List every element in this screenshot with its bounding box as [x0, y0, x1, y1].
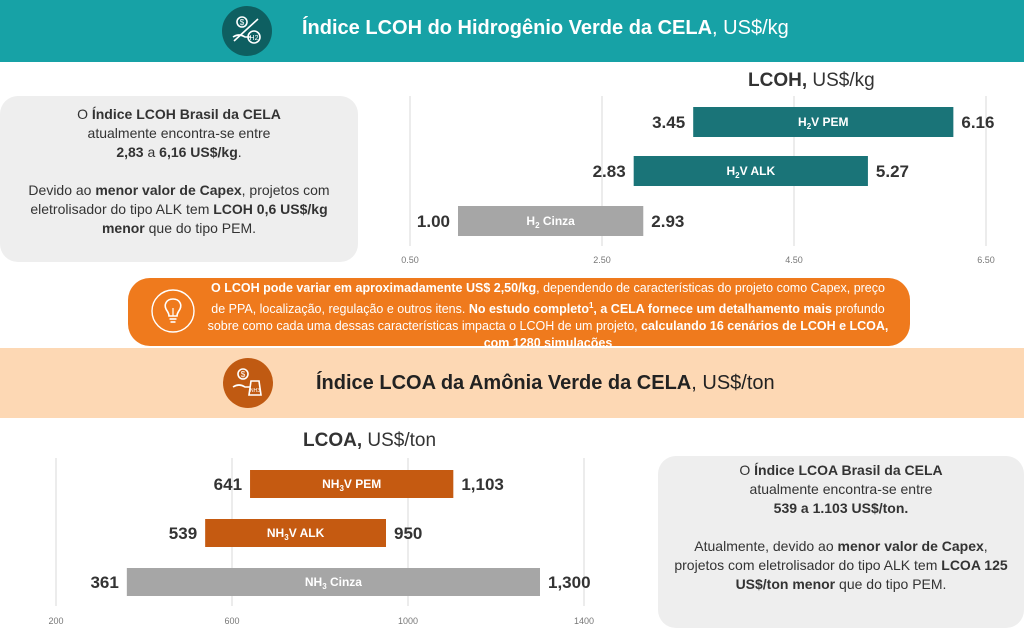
lcoa-tick-label: 200 — [48, 616, 63, 626]
lcoa-info-paragraph-2: Atualmente, devido ao menor valor de Cap… — [658, 518, 1024, 594]
lcoa-tick-label: 1400 — [574, 616, 594, 626]
lcoh-low-value-label: 1.00 — [417, 212, 450, 231]
lcoh-chart-title-bold: LCOH, — [748, 70, 808, 91]
lightbulb-icon — [150, 288, 196, 334]
lcoh-bar — [633, 156, 868, 186]
header-band — [0, 0, 1024, 62]
lcoh-high-value-label: 5.27 — [876, 162, 909, 181]
lcoa-bar-label: NH3V ALK — [267, 526, 325, 542]
lcoa-info-text: que do tipo PEM. — [835, 576, 947, 592]
lcoh-info-bold: menor valor de Capex — [95, 182, 242, 198]
lcoa-info-box: O Índice LCOA Brasil da CELA atualmente … — [658, 456, 1024, 628]
callout-bold: No estudo completo — [468, 302, 589, 317]
svg-text:NH3: NH3 — [250, 388, 260, 394]
callout-bold: O LCOH pode variar em aproximadamente US… — [211, 281, 537, 295]
lcoh-tick-label: 4.50 — [785, 255, 803, 265]
lcoh-tick-label: 2.50 — [593, 255, 611, 265]
lcoa-chart-title-bold: LCOA, — [303, 430, 363, 451]
lcoa-low-value-label: 361 — [90, 573, 118, 592]
lcoh-tick-label: 6.50 — [977, 255, 995, 265]
lcoh-high-value-label: 2.93 — [651, 212, 684, 231]
lcoa-high-value-label: 1,103 — [461, 475, 504, 494]
lcoh-bar-label: H2 Cinza — [526, 214, 575, 230]
lcoa-low-value-label: 539 — [169, 524, 197, 543]
lcoh-info-paragraph-1: O Índice LCOH Brasil da CELA atualmente … — [0, 96, 358, 162]
lcoh-info-bold: 2,83 — [116, 144, 144, 160]
lcoa-info-bold: Índice LCOA Brasil da CELA — [754, 462, 943, 478]
lcoa-tick-label: 1000 — [398, 616, 418, 626]
lcoh-info-bold: LCOH 0,6 US$/kg menor — [101, 201, 328, 236]
lcoa-bar-label: NH3 Cinza — [305, 575, 362, 591]
lcoa-bar — [205, 519, 386, 547]
header-title: Índice LCOH do Hidrogênio Verde da CELA,… — [302, 17, 789, 40]
lcoa-info-text: , projetos com eletrolisador do tipo ALK… — [674, 538, 988, 573]
lcoa-chart-title: LCOA, US$/ton — [303, 430, 436, 452]
lcoh-info-bold: Índice LCOH Brasil da CELA — [91, 106, 281, 122]
lcoa-low-value-label: 641 — [214, 475, 242, 494]
lcoa-info-text: atualmente encontra-se entre — [749, 481, 933, 497]
lcoa-info-text: O — [739, 462, 755, 478]
lcoh-info-bold: 6,16 US$/kg — [159, 144, 238, 160]
lcoa-chart-title-rest: US$/ton — [362, 430, 437, 451]
header-title-bold: Índice LCOH do Hidrogênio Verde da CELA — [302, 17, 713, 39]
callout-bold: calculando 16 cenários de LCOH e LCOA, c… — [483, 319, 889, 351]
lightbulb-icon-svg — [151, 289, 195, 333]
money-hand-nh3-icon: $ NH3 — [223, 358, 273, 408]
lcoa-info-bold: menor valor de Capex — [837, 538, 984, 554]
section2-title: Índice LCOA da Amônia Verde da CELA, US$… — [316, 372, 775, 395]
lcoh-info-text: . — [237, 144, 242, 160]
section2-title-bold: Índice LCOA da Amônia Verde da CELA — [316, 372, 692, 394]
callout-footnote-marker: 1 — [588, 301, 594, 310]
lcoh-info-text: que do tipo PEM. — [144, 220, 257, 236]
section2-title-rest: , US$/ton — [691, 372, 775, 394]
lcoh-low-value-label: 3.45 — [652, 113, 685, 132]
lcoa-tick-label: 600 — [224, 616, 239, 626]
svg-text:$: $ — [241, 370, 246, 379]
lcoa-bar — [250, 470, 454, 498]
callout-bold: , a CELA fornece um detalhamento mais — [593, 302, 832, 317]
lcoh-chart-title: LCOH, US$/kg — [748, 70, 875, 92]
lcoh-low-value-label: 2.83 — [593, 162, 626, 181]
callout-text: O LCOH pode variar em aproximadamente US… — [203, 280, 893, 352]
lcoh-info-text: a — [143, 144, 160, 160]
lcoh-bar-label: H2V ALK — [726, 164, 775, 180]
header-title-rest: , US$/kg — [712, 17, 789, 39]
lcoa-info-paragraph-1: O Índice LCOA Brasil da CELA atualmente … — [658, 456, 1024, 518]
money-hand-h2-icon-svg: $ H2 — [232, 16, 261, 44]
lcoa-info-bold: 539 a 1.103 US$/ton. — [773, 500, 909, 516]
lcoh-bar-label: H2V PEM — [798, 115, 848, 131]
lcoh-chart-title-rest: US$/kg — [807, 70, 875, 91]
callout-plain: , dependendo de características do proje… — [211, 281, 885, 317]
lcoa-info-text: Atualmente, devido ao — [694, 538, 838, 554]
money-hand-nh3-icon-svg: $ NH3 — [232, 368, 262, 396]
callout-plain: profundo sobre como cada uma dessas cara… — [207, 302, 885, 334]
lcoh-info-text: , projetos com eletrolisador do tipo ALK… — [30, 182, 330, 217]
money-hand-h2-icon: $ H2 — [222, 6, 272, 56]
svg-text:$: $ — [240, 18, 245, 27]
lcoh-info-paragraph-2: Devido ao menor valor de Capex, projetos… — [0, 162, 358, 238]
lcoh-bar — [693, 107, 954, 137]
lcoa-bar — [126, 568, 540, 596]
lcoa-info-bold: LCOA 125 US$/ton menor — [735, 557, 1008, 592]
lcoh-info-box: O Índice LCOH Brasil da CELA atualmente … — [0, 96, 358, 262]
lcoa-high-value-label: 950 — [394, 524, 422, 543]
callout-banner: O LCOH pode variar em aproximadamente US… — [128, 278, 910, 350]
lcoh-bar — [458, 206, 644, 236]
lcoa-high-value-label: 1,300 — [548, 573, 591, 592]
lcoh-info-text: Devido ao — [28, 182, 96, 198]
lcoh-info-text: O — [77, 106, 92, 122]
lcoh-high-value-label: 6.16 — [961, 113, 994, 132]
svg-text:H2: H2 — [250, 35, 259, 42]
lcoa-bar-label: NH3V PEM — [322, 477, 381, 493]
lcoh-tick-label: 0.50 — [401, 255, 419, 265]
section2-band — [0, 348, 1024, 418]
lcoh-info-text: atualmente encontra-se entre — [87, 125, 271, 141]
